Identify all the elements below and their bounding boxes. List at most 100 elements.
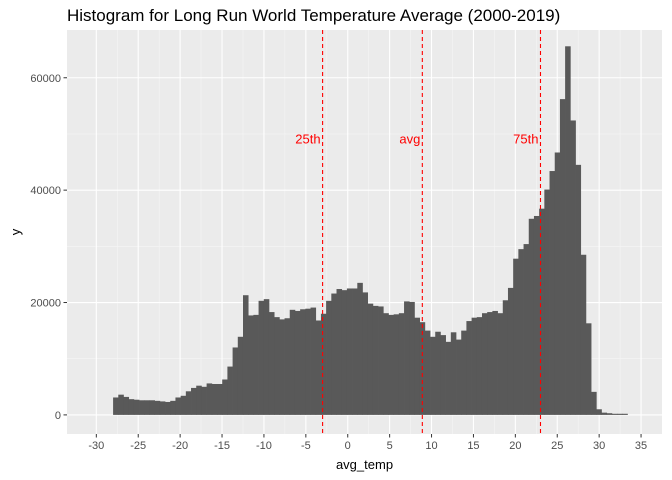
histogram-bar [585, 323, 592, 415]
histogram-bar [523, 244, 530, 415]
histogram-bar [549, 171, 556, 415]
histogram-bar [310, 307, 317, 415]
histogram-bar [326, 300, 332, 415]
x-tick-label: 25 [551, 440, 563, 452]
x-tick-label: -30 [88, 440, 104, 452]
histogram-bar [461, 330, 467, 415]
histogram-bar [118, 394, 124, 415]
reference-label-75th: 75th [513, 132, 538, 147]
x-tick-label: 20 [509, 440, 521, 452]
histogram-bar [242, 295, 249, 415]
x-tick-label: -10 [256, 440, 272, 452]
histogram-bar [268, 312, 275, 415]
histogram-bar [237, 336, 244, 415]
histogram-bar [175, 397, 181, 415]
histogram-bar [591, 391, 597, 415]
histogram-bar [528, 218, 535, 415]
histogram-bar [383, 313, 389, 415]
histogram-bar [445, 341, 452, 415]
histogram-bar [320, 313, 327, 415]
histogram-bar [450, 332, 457, 415]
histogram-bar [201, 386, 207, 415]
histogram-bar [596, 409, 602, 415]
histogram-bar [565, 46, 571, 415]
histogram-bar [497, 313, 504, 415]
x-tick-label: -20 [172, 440, 188, 452]
histogram-bar [191, 387, 197, 415]
y-tick-label: 20000 [30, 298, 61, 310]
histogram-bar [430, 336, 436, 415]
histogram-bar [263, 299, 270, 415]
histogram-bar [622, 413, 628, 415]
histogram-bar [154, 400, 161, 415]
histogram-bar [206, 383, 213, 415]
histogram-bar [305, 308, 311, 415]
y-tick-label: 60000 [30, 73, 61, 85]
histogram-bar [502, 300, 509, 415]
histogram-bar [227, 366, 233, 415]
x-tick-label: -15 [214, 440, 230, 452]
histogram-bar [435, 331, 441, 415]
histogram-bar [378, 306, 384, 415]
histogram-bar [513, 258, 519, 415]
histogram-bar [357, 282, 363, 415]
histogram-bar [352, 288, 358, 415]
x-tick-label: 30 [593, 440, 605, 452]
histogram-bar [606, 413, 613, 415]
histogram-bar [165, 401, 171, 415]
histogram-bar [398, 313, 405, 415]
histogram-bar [544, 189, 550, 415]
x-axis-title: avg_temp [336, 457, 393, 472]
histogram-bar [274, 317, 280, 415]
y-tick-label: 0 [55, 410, 61, 422]
histogram-bar [232, 347, 239, 415]
histogram-bar [196, 385, 202, 415]
histogram-bar [149, 400, 156, 415]
histogram-bar [492, 310, 498, 415]
histogram-bar [170, 400, 176, 415]
histogram-bar [346, 288, 353, 415]
histogram-bar [315, 320, 322, 415]
histogram-bar [362, 292, 369, 415]
histogram-bar [284, 318, 291, 415]
histogram-bar [476, 317, 483, 415]
histogram-bar [222, 379, 228, 415]
y-axis-title: y [8, 228, 23, 235]
histogram-bar [180, 395, 187, 415]
chart-title: Histogram for Long Run World Temperature… [67, 6, 561, 25]
x-tick-label: -25 [130, 440, 146, 452]
histogram-bar [367, 303, 374, 415]
histogram-bar [393, 314, 400, 415]
histogram-bar [331, 293, 337, 415]
histogram-bar [559, 99, 566, 415]
histogram-bar [388, 314, 395, 415]
histogram-bar [414, 317, 420, 415]
histogram-bar [248, 315, 254, 415]
histogram-bar [294, 310, 301, 415]
histogram-bar [471, 317, 478, 415]
histogram-bar [539, 208, 545, 415]
histogram-bar [518, 249, 524, 415]
y-tick-label: 40000 [30, 185, 61, 197]
x-tick-label: 35 [635, 440, 647, 452]
x-axis: -30 -25 -20 -15 -10 -5 0 5 10 15 20 25 30 35 [88, 434, 647, 452]
histogram-bar [336, 289, 343, 415]
histogram-bar [533, 215, 540, 415]
histogram-bar [617, 413, 623, 415]
histogram-bar [253, 314, 259, 415]
histogram-bar [580, 254, 587, 415]
histogram-bar [409, 301, 415, 415]
histogram-bar [481, 313, 488, 415]
histogram-bar [279, 319, 285, 415]
histogram-bar [128, 399, 135, 415]
histogram-bar [211, 383, 218, 415]
histogram-bar [185, 391, 192, 415]
histogram-bar [487, 312, 493, 415]
histogram-bar [139, 400, 145, 415]
histogram-bar [341, 290, 348, 415]
histogram-bar [159, 401, 166, 415]
histogram-bar [372, 305, 379, 415]
reference-label-avg: avg [399, 132, 420, 147]
histogram-bar [601, 412, 608, 415]
